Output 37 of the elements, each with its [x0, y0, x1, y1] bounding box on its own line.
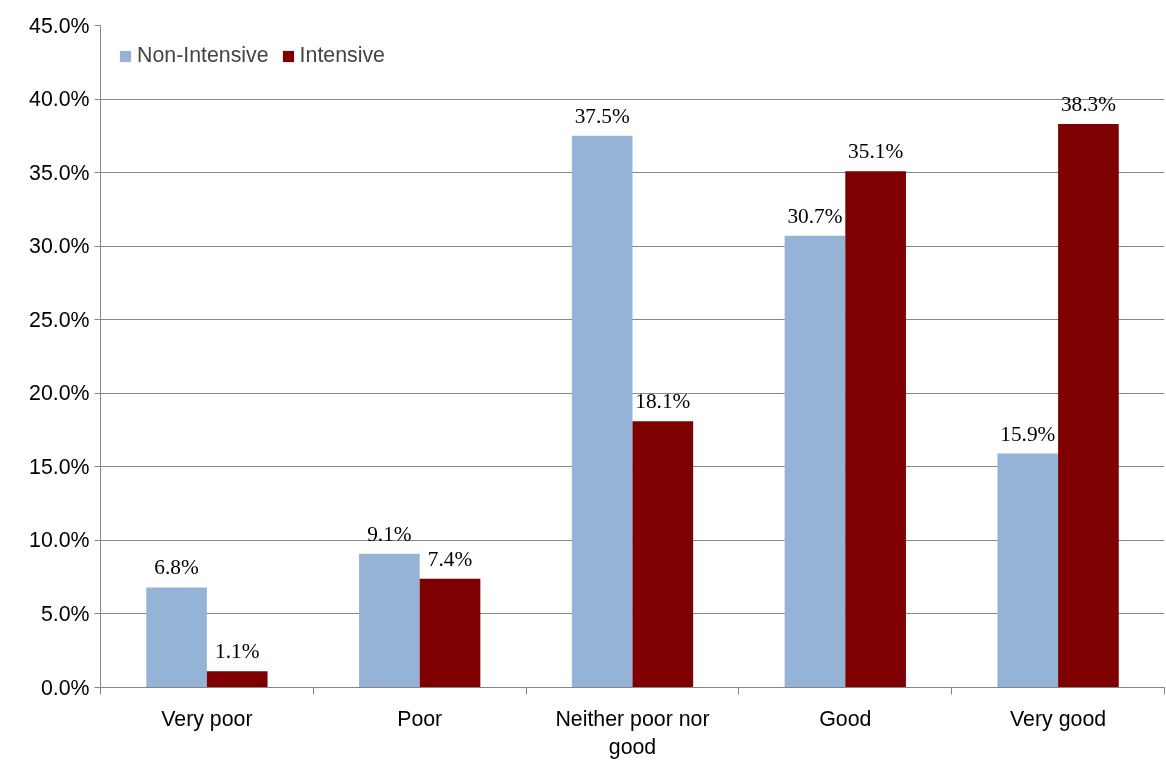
bar: [206, 671, 268, 688]
y-tick-label: 30.0%: [29, 234, 90, 259]
bar: [997, 453, 1059, 688]
legend-label: Non-Intensive: [137, 43, 269, 68]
x-tick-label: Very good: [1010, 706, 1107, 731]
y-tick-label: 5.0%: [40, 601, 90, 626]
bar: [845, 171, 906, 688]
x-tick-label: Good: [819, 706, 872, 731]
legend-label: Intensive: [299, 43, 385, 68]
data-label: 38.3%: [1060, 92, 1117, 117]
data-label: 6.8%: [154, 555, 200, 580]
y-tick-label: 35.0%: [29, 160, 90, 185]
data-label: 9.1%: [367, 521, 412, 546]
bar: [784, 235, 846, 688]
bar: [146, 587, 207, 688]
y-tick-label: 40.0%: [29, 87, 90, 112]
bar: [571, 135, 633, 688]
x-tick-label: Very poor: [161, 706, 253, 731]
bar: [359, 553, 420, 688]
x-tick-label: Neither poor nor good: [555, 706, 710, 760]
data-label: 7.4%: [427, 546, 473, 571]
y-tick-label: 25.0%: [29, 307, 90, 332]
y-tick-label: 45.0%: [29, 13, 90, 38]
y-tick-label: 20.0%: [29, 381, 90, 406]
y-tick-label: 0.0%: [40, 675, 90, 700]
x-tick-label: Poor: [397, 706, 443, 731]
data-label: 1.1%: [215, 639, 260, 664]
data-label: 35.1%: [848, 139, 904, 164]
bar: [632, 421, 694, 688]
y-tick-label: 10.0%: [29, 528, 90, 553]
data-label: 37.5%: [574, 103, 630, 128]
bar: [419, 578, 481, 688]
bar: [1058, 124, 1119, 688]
data-label: 18.1%: [635, 389, 691, 414]
y-tick-label: 15.0%: [29, 454, 90, 479]
data-label: 15.9%: [1000, 421, 1056, 446]
data-label: 30.7%: [787, 203, 843, 228]
